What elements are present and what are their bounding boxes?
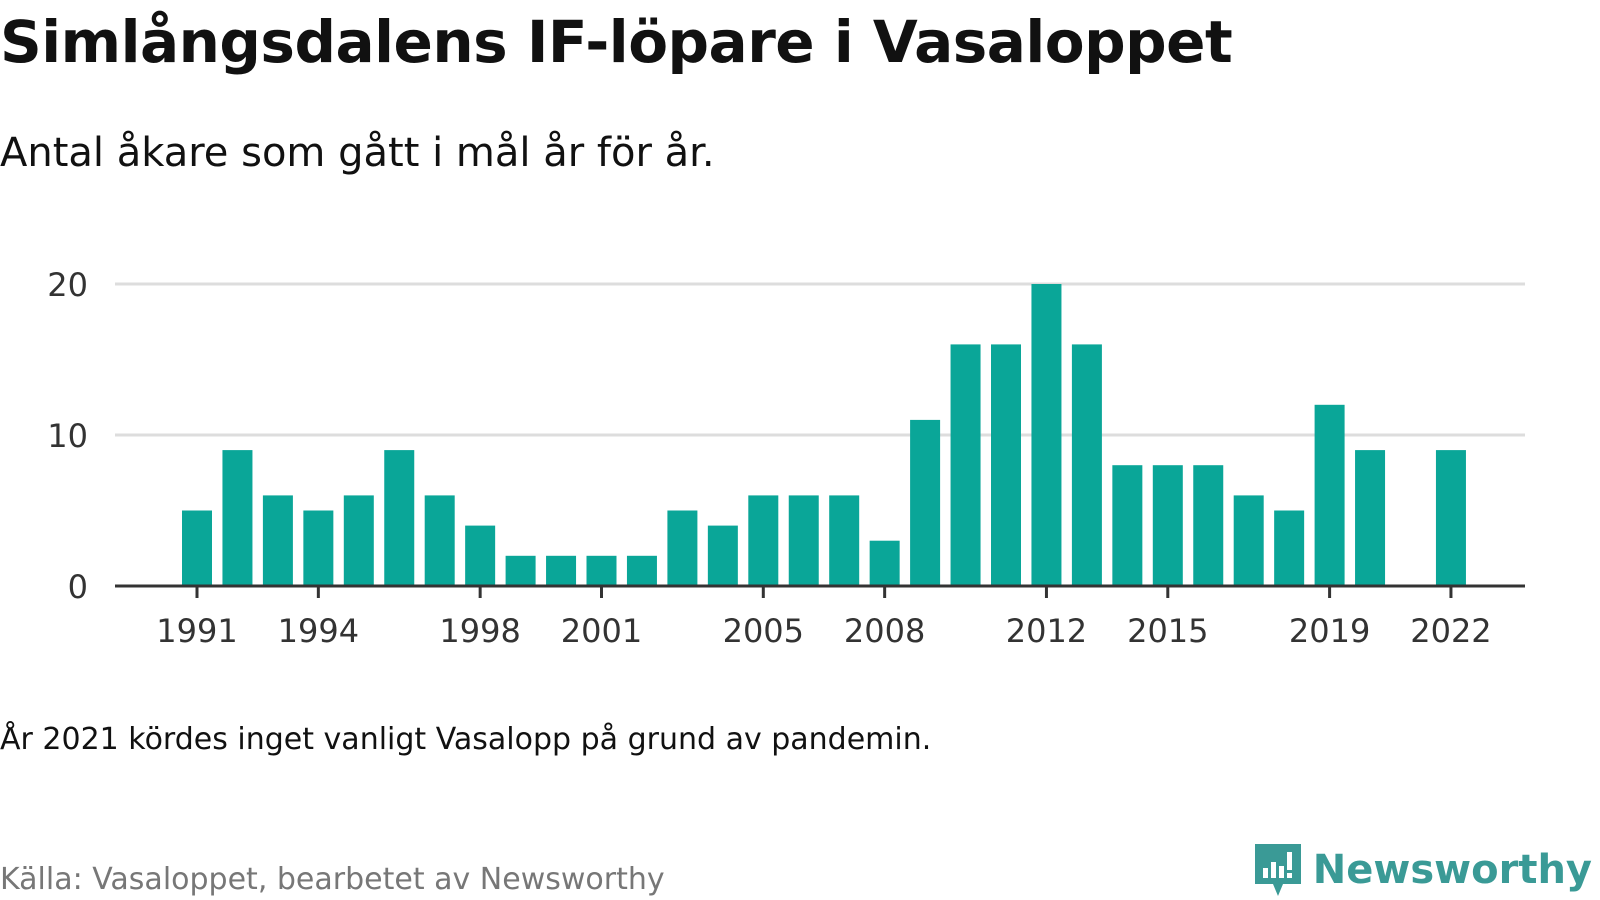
bar-2005: [748, 495, 779, 586]
bar-2022: [1435, 450, 1466, 586]
newsworthy-logo-icon: [1254, 844, 1301, 896]
x-tick-label: 1991: [156, 612, 237, 650]
bar-2019: [1314, 404, 1345, 586]
bar-2010: [950, 344, 981, 586]
bar-2018: [1274, 510, 1305, 586]
bar-1997: [424, 495, 455, 586]
bars: [182, 284, 1466, 586]
bar-1992: [222, 450, 253, 586]
bar-2001: [586, 555, 617, 586]
bar-2009: [910, 419, 941, 586]
x-tick-label: 2001: [561, 612, 642, 650]
bar-2015: [1152, 465, 1183, 586]
bar-2008: [869, 540, 900, 586]
brand-logo: Newsworthy: [1251, 840, 1592, 900]
y-tick-label: 20: [47, 266, 88, 304]
bar-2007: [829, 495, 860, 586]
bar-2000: [546, 555, 577, 586]
brand-name: Newsworthy: [1312, 847, 1592, 893]
bar-2003: [667, 510, 698, 586]
x-tick-label: 2005: [723, 612, 804, 650]
bar-2013: [1071, 344, 1102, 586]
bar-1998: [465, 525, 496, 586]
bar-1993: [262, 495, 293, 586]
x-tick-label: 1998: [439, 612, 520, 650]
gridlines: [115, 282, 1525, 437]
bar-2017: [1233, 495, 1264, 586]
bar-1999: [505, 555, 536, 586]
bar-2012: [1031, 284, 1062, 586]
bar-2006: [788, 495, 819, 586]
bar-1996: [384, 450, 415, 586]
bar-chart: 0 10 20 1991 1994 1998 2001 2005 2008 2012 2015 20…: [47, 266, 1525, 650]
x-tick-label: 2022: [1410, 612, 1491, 650]
bar-1991: [182, 510, 212, 586]
bar-2014: [1112, 465, 1143, 586]
x-axis-ticks: 1991 1994 1998 2001 2005 2008 2012 2015 2019 2022: [156, 586, 1492, 650]
x-tick-label: 2019: [1289, 612, 1370, 650]
bar-2004: [707, 525, 738, 586]
y-axis-ticks: 0 10 20: [47, 266, 88, 606]
bar-1995: [343, 495, 374, 586]
footnote: År 2021 kördes inget vanligt Vasalopp på…: [0, 722, 932, 757]
bar-1994: [303, 510, 334, 586]
x-tick-label: 1994: [278, 612, 359, 650]
y-tick-label: 0: [68, 568, 88, 606]
x-tick-label: 2012: [1006, 612, 1087, 650]
bar-2016: [1193, 465, 1224, 586]
source-credit: Källa: Vasaloppet, bearbetet av Newswort…: [0, 862, 665, 897]
chart-title: Simlångsdalens IF-löpare i Vasaloppet: [0, 8, 1233, 76]
bar-2011: [991, 344, 1021, 586]
bar-2020: [1355, 450, 1386, 586]
x-tick-label: 2015: [1127, 612, 1208, 650]
x-tick-label: 2008: [844, 612, 925, 650]
chart-subtitle: Antal åkare som gått i mål år för år.: [0, 130, 715, 176]
bar-2002: [626, 555, 657, 586]
y-tick-label: 10: [47, 417, 88, 455]
